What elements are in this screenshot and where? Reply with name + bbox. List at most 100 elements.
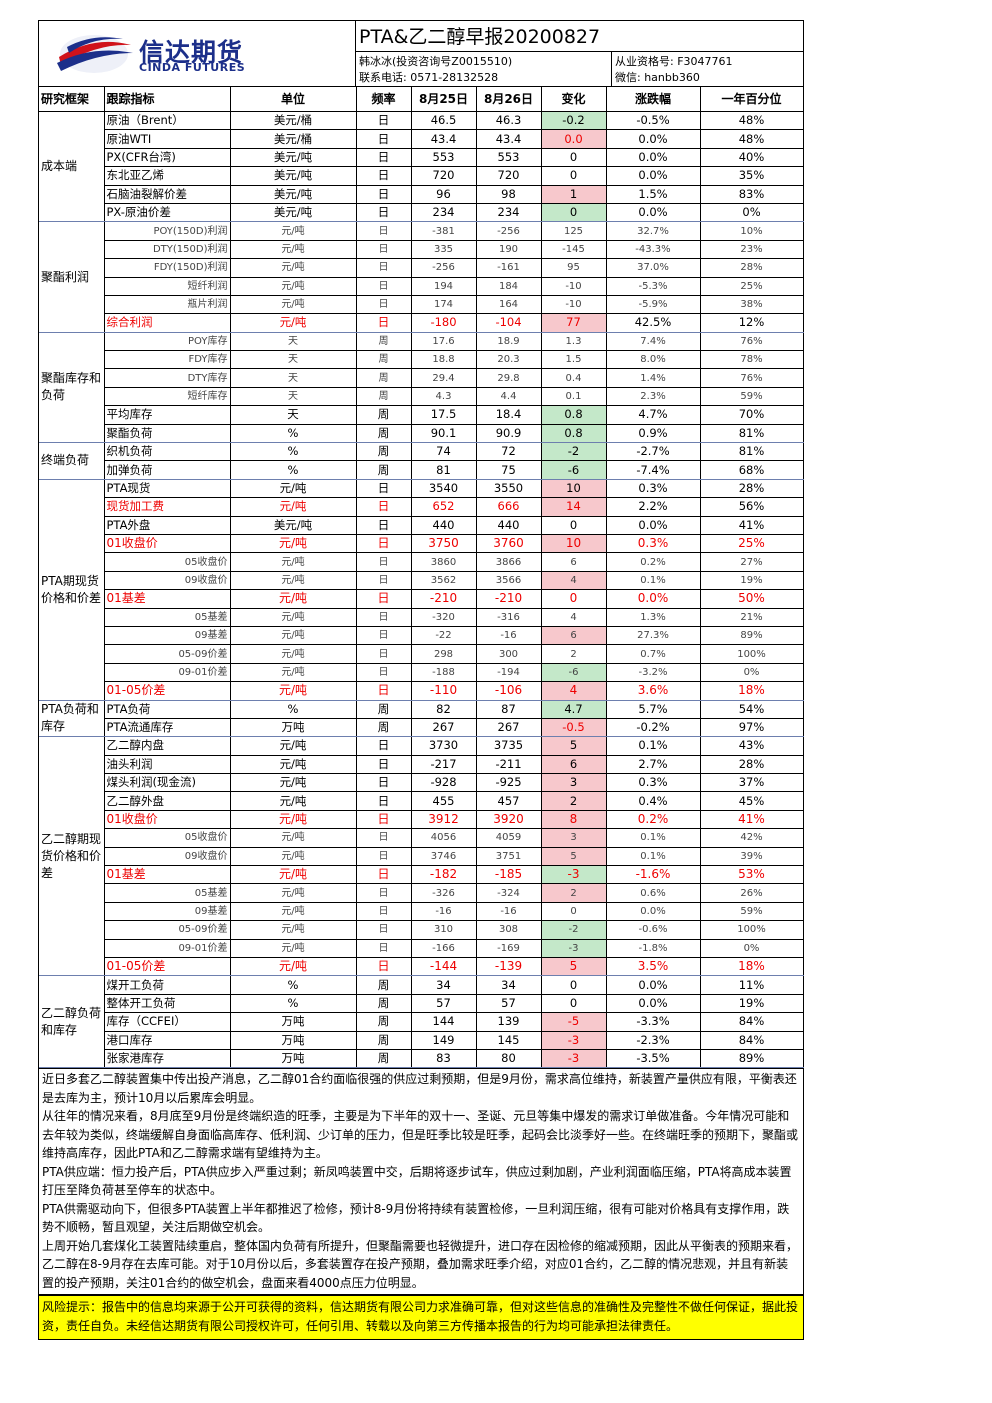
change-pct-cell: 1.3% xyxy=(606,608,701,627)
change-cell: 5 xyxy=(541,957,607,977)
change-cell: 0 xyxy=(541,516,607,535)
value-aug26-cell: 80 xyxy=(476,1049,542,1069)
indicator-cell: 09收盘价 xyxy=(104,847,231,867)
value-aug26-cell: 4.4 xyxy=(476,387,542,407)
indicator-cell: PTA流通库存 xyxy=(104,718,231,738)
value-aug26-cell: 18.9 xyxy=(476,332,542,352)
value-aug25-cell: 81 xyxy=(411,460,477,480)
indicator-cell: FDY(150D)利润 xyxy=(104,258,231,278)
frequency-cell: 周 xyxy=(356,718,412,738)
table-row: 东北亚乙烯 美元/吨日 720 720 0 0.0% 35% xyxy=(39,166,804,186)
table-row: 原油WTI 美元/桶日 43.4 43.4 0.0 0.0% 48% xyxy=(39,129,804,149)
change-pct-cell: -3.2% xyxy=(606,663,701,683)
table-row: PTA负荷和库存 PTA负荷% 周 82 87 4.7 5.7% 54% xyxy=(39,700,804,738)
unit-cell: 元/吨 xyxy=(230,644,357,664)
value-aug25-cell: -381 xyxy=(411,221,477,241)
table-row: 09-01价差 元/吨日 -166 -169 -3 -1.8% 0% xyxy=(39,939,804,958)
indicator-cell: 瓶片利润 xyxy=(104,295,231,315)
change-cell: 0 xyxy=(541,994,607,1014)
change-pct-cell: 2.2% xyxy=(606,497,701,517)
percentile-cell: 68% xyxy=(700,460,804,480)
frequency-cell: 日 xyxy=(356,552,412,572)
percentile-cell: 28% xyxy=(700,755,804,775)
table-row: PTA期现货价格和价差 PTA现货 元/吨日 3540 3550 10 0.3% 28% xyxy=(39,479,804,701)
unit-cell: 元/吨 xyxy=(230,828,357,848)
indicator-cell: PTA现货 xyxy=(104,479,231,499)
percentile-cell: 100% xyxy=(700,920,804,940)
value-aug25-cell: 3730 xyxy=(411,736,477,756)
indicator-cell: 01基差 xyxy=(104,589,231,609)
table-row: 05-09价差 元/吨日 298 300 2 0.7% 100% xyxy=(39,644,804,664)
unit-cell: 元/吨 xyxy=(230,920,357,940)
frequency-cell: 周 xyxy=(356,700,412,719)
value-aug26-cell: 3920 xyxy=(476,810,542,830)
change-cell: -6 xyxy=(541,663,607,683)
change-pct-cell: 37.0% xyxy=(606,258,701,278)
unit-cell: 元/吨 xyxy=(230,883,357,903)
value-aug25-cell: 34 xyxy=(411,975,477,995)
value-aug26-cell: 98 xyxy=(476,185,542,204)
change-cell: 125 xyxy=(541,221,607,241)
change-cell: -3 xyxy=(541,1031,607,1050)
change-pct-cell: -5.3% xyxy=(606,277,701,296)
indicator-cell: 库存（CCFEI） xyxy=(104,1012,231,1032)
value-aug26-cell: 34 xyxy=(476,975,542,995)
frequency-cell: 周 xyxy=(356,975,412,995)
table-row: DTY库存天周 29.4 29.8 0.4 1.4% 76% xyxy=(39,368,804,388)
percentile-cell: 41% xyxy=(700,810,804,830)
change-pct-cell: -7.4% xyxy=(606,460,701,480)
value-aug25-cell: 3912 xyxy=(411,810,477,830)
value-aug26-cell: 184 xyxy=(476,277,542,296)
column-header: 跟踪指标 xyxy=(104,87,231,112)
percentile-cell: 39% xyxy=(700,847,804,867)
table-row: 05收盘价 元/吨日 3860 3866 6 0.2% 27% xyxy=(39,552,804,572)
table-row: PTA外盘 美元/吨日 440 440 0 0.0% 41% xyxy=(39,516,804,535)
change-pct-cell: 0.4% xyxy=(606,791,701,811)
frequency-cell: 日 xyxy=(356,240,412,260)
percentile-cell: 35% xyxy=(700,166,804,186)
percentile-cell: 76% xyxy=(700,368,804,388)
change-pct-cell: 0.0% xyxy=(606,166,701,186)
value-aug26-cell: 164 xyxy=(476,295,542,315)
frequency-cell: 日 xyxy=(356,920,412,940)
percentile-cell: 27% xyxy=(700,552,804,572)
change-cell: 95 xyxy=(541,258,607,278)
change-pct-cell: 0.0% xyxy=(606,994,701,1014)
frequency-cell: 日 xyxy=(356,166,412,186)
value-aug26-cell: 3760 xyxy=(476,534,542,554)
value-aug25-cell: 335 xyxy=(411,240,477,260)
percentile-cell: 19% xyxy=(700,571,804,591)
unit-cell: % xyxy=(230,460,357,480)
percentile-cell: 0% xyxy=(700,203,804,223)
value-aug26-cell: 234 xyxy=(476,203,542,223)
value-aug26-cell: -16 xyxy=(476,902,542,922)
percentile-cell: 19% xyxy=(700,994,804,1014)
percentile-cell: 59% xyxy=(700,902,804,922)
frequency-cell: 日 xyxy=(356,185,412,204)
unit-cell: 元/吨 xyxy=(230,589,357,609)
value-aug25-cell: -110 xyxy=(411,681,477,701)
indicator-cell: 原油WTI xyxy=(104,129,231,149)
change-pct-cell: 0.6% xyxy=(606,883,701,903)
value-aug25-cell: 29.4 xyxy=(411,368,477,388)
market-summary: 近日多套乙二醇装置集中传出投产消息，乙二醇01合约面临很强的供应过剩预期，但是9… xyxy=(39,1068,803,1294)
change-pct-cell: 0.9% xyxy=(606,424,701,444)
unit-cell: 元/吨 xyxy=(230,240,357,260)
indicator-cell: 原油（Brent） xyxy=(104,111,231,131)
change-pct-cell: 0.2% xyxy=(606,552,701,572)
change-pct-cell: -1.6% xyxy=(606,865,701,885)
table-row: PX-原油价差 美元/吨日 234 234 0 0.0% 0% xyxy=(39,203,804,223)
value-aug25-cell: -22 xyxy=(411,626,477,646)
change-cell: 4 xyxy=(541,681,607,701)
percentile-cell: 28% xyxy=(700,258,804,278)
indicator-cell: 油头利润 xyxy=(104,755,231,775)
indicator-cell: 乙二醇外盘 xyxy=(104,791,231,811)
indicator-cell: PX-原油价差 xyxy=(104,203,231,223)
change-pct-cell: 0.1% xyxy=(606,736,701,756)
change-pct-cell: 0.1% xyxy=(606,828,701,848)
change-cell: 0.1 xyxy=(541,387,607,407)
unit-cell: 美元/吨 xyxy=(230,516,357,535)
framework-label: PTA负荷和库存 xyxy=(39,700,105,738)
column-header: 8月25日 xyxy=(411,87,477,112)
table-row: FDY库存天周 18.8 20.3 1.5 8.0% 78% xyxy=(39,350,804,370)
